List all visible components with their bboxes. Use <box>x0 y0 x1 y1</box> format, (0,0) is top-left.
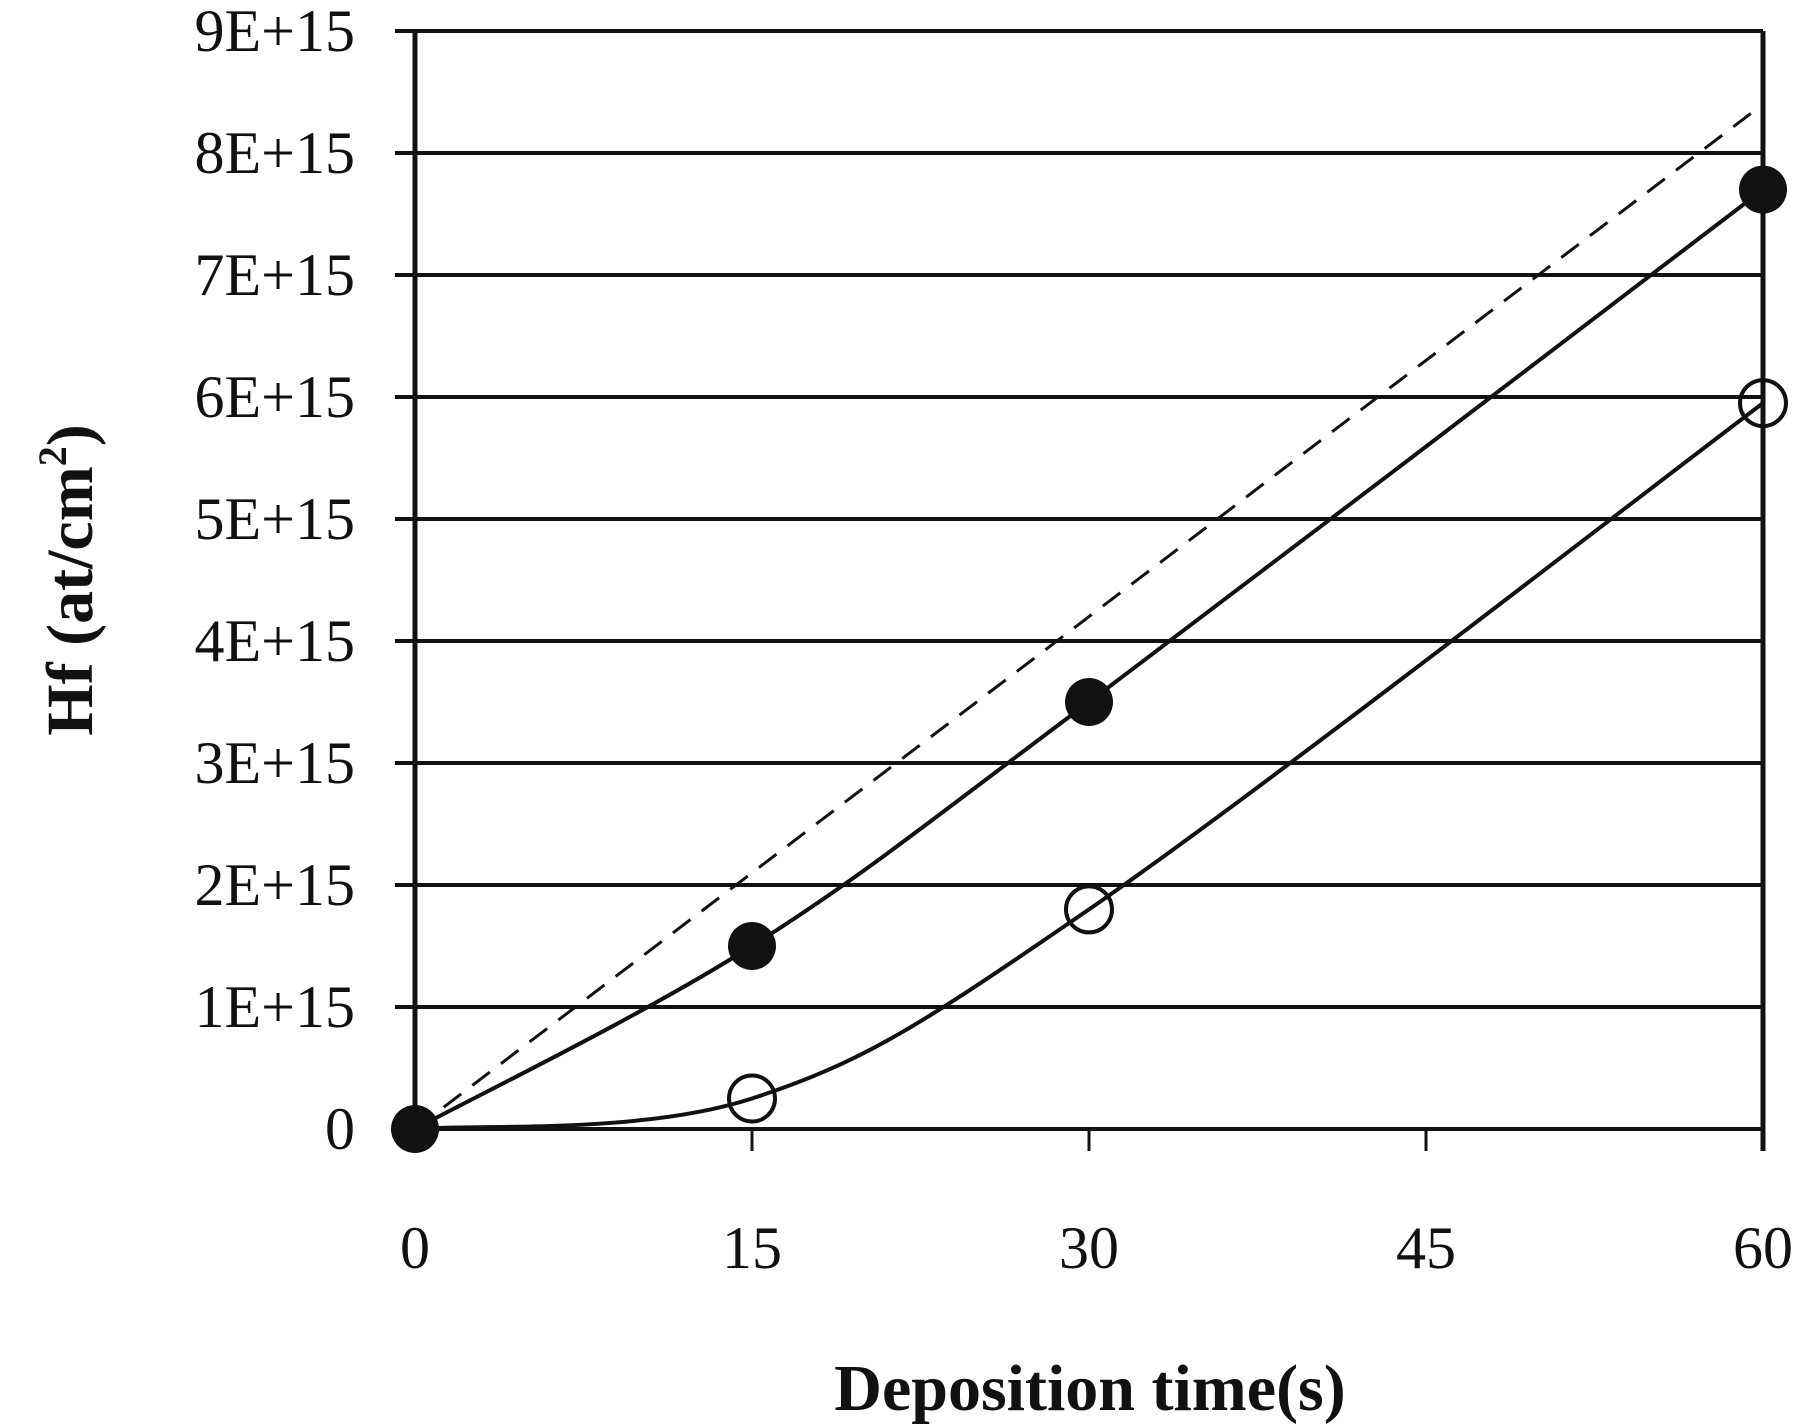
y-tick-label: 2E+15 <box>195 852 356 918</box>
y-axis-title-main: Hf (at/cm <box>34 466 107 735</box>
x-axis-title: Deposition time(s) <box>834 1352 1345 1425</box>
y-axis-title-superscript: 2 <box>30 446 75 466</box>
filled-circle-marker <box>1065 678 1113 726</box>
y-tick-label: 6E+15 <box>195 364 356 430</box>
y-tick-label: 7E+15 <box>195 242 356 308</box>
dashed-reference-line <box>414 103 1764 1131</box>
series-open-circles <box>414 378 1788 1131</box>
x-axis-ticks: 0 15 30 45 60 <box>400 1129 1793 1281</box>
y-tick-label: 8E+15 <box>195 120 356 186</box>
y-tick-label: 0 <box>325 1096 355 1162</box>
y-tick-label: 5E+15 <box>195 486 356 552</box>
x-tick-label: 0 <box>400 1215 430 1281</box>
axes <box>412 31 1766 1151</box>
y-axis-title: Hf (at/cm2) <box>30 424 107 735</box>
y-axis-title-close: ) <box>34 424 107 446</box>
y-tick-label: 1E+15 <box>195 974 356 1040</box>
open-circle-marker <box>1738 378 1788 429</box>
open-circle-marker <box>1064 884 1114 935</box>
x-tick-label: 45 <box>1396 1215 1456 1281</box>
x-tick-label: 30 <box>1059 1215 1119 1281</box>
series-line <box>414 401 1765 1131</box>
y-tick-label: 3E+15 <box>195 730 356 796</box>
y-axis-ticks: 0 1E+15 2E+15 3E+15 4E+15 5E+15 6E+15 7E+15 8E+1… <box>195 0 356 1162</box>
x-tick-label: 15 <box>722 1215 782 1281</box>
open-circle-marker <box>727 1073 777 1124</box>
series-filled-circles <box>391 165 1787 1153</box>
series-line <box>414 188 1765 1131</box>
series-dashed-reference <box>414 103 1764 1131</box>
gridlines <box>395 29 1763 1131</box>
filled-circle-marker <box>728 922 776 970</box>
y-tick-label: 9E+15 <box>195 0 356 64</box>
data-series <box>391 103 1788 1153</box>
y-tick-label: 4E+15 <box>195 608 356 674</box>
x-tick-label: 60 <box>1733 1215 1793 1281</box>
filled-circle-marker <box>1739 165 1787 214</box>
